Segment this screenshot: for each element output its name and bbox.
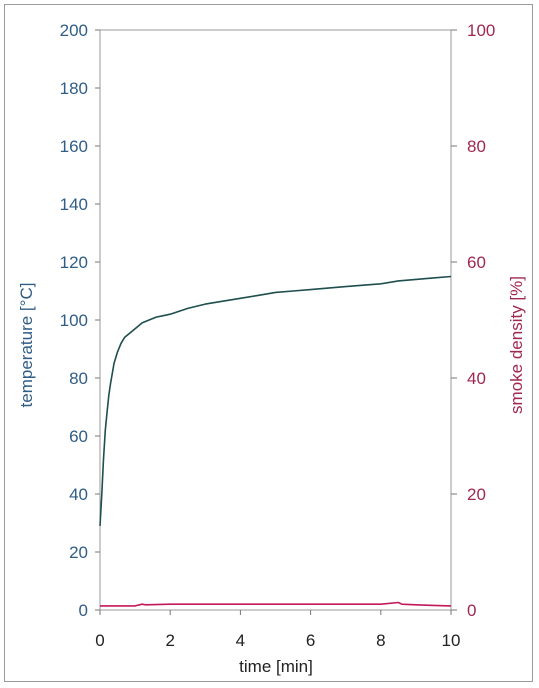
y-tick-label: 0 — [79, 601, 88, 620]
y2-tick-label: 0 — [467, 601, 476, 620]
y-tick-label: 180 — [60, 79, 88, 98]
y2-axis-label: smoke density [%] — [507, 276, 526, 414]
y-tick-label: 200 — [60, 21, 88, 40]
x-tick-label: 0 — [95, 631, 104, 650]
y-tick-label: 120 — [60, 253, 88, 272]
y-axis-label: temperature [°C] — [17, 283, 36, 408]
plot-area — [99, 29, 452, 611]
y2-tick-label: 40 — [467, 369, 486, 388]
y-tick-label: 160 — [60, 137, 88, 156]
x-tick-label: 10 — [442, 631, 461, 650]
x-tick-label: 8 — [376, 631, 385, 650]
x-tick-label: 4 — [236, 631, 245, 650]
y-tick-label: 80 — [69, 369, 88, 388]
y2-tick-label: 80 — [467, 137, 486, 156]
y2-tick-label: 60 — [467, 253, 486, 272]
x-axis-label: time [min] — [239, 657, 313, 676]
y-tick-label: 100 — [60, 311, 88, 330]
x-tick-label: 6 — [306, 631, 315, 650]
y2-tick-label: 100 — [467, 21, 495, 40]
smoke-density-line — [100, 601, 452, 607]
y-tick-label: 20 — [69, 543, 88, 562]
y-tick-label: 40 — [69, 485, 88, 504]
temperature-line — [99, 275, 452, 526]
y-tick-label: 60 — [69, 427, 88, 446]
y-tick-label: 140 — [60, 195, 88, 214]
x-tick-label: 2 — [165, 631, 174, 650]
y2-tick-label: 20 — [467, 485, 486, 504]
